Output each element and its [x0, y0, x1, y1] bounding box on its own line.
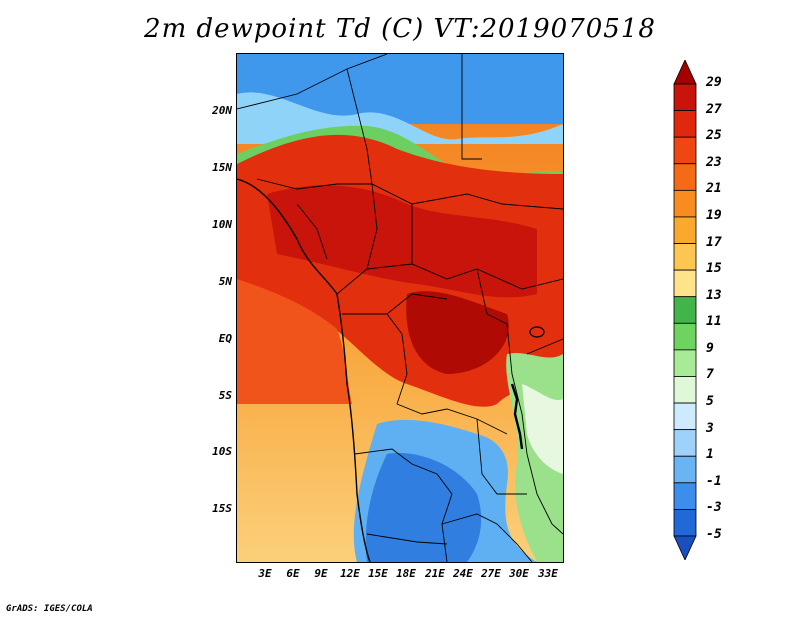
colorbar-label: 11 [706, 314, 722, 330]
lake-outline [529, 326, 545, 338]
rift-lakes [510, 383, 524, 450]
lon-label: 3E [258, 567, 272, 580]
colorbar-label: 23 [706, 154, 722, 170]
colorbar-label: 21 [706, 181, 722, 197]
lat-label: 10S [212, 445, 232, 458]
lon-label: 30E [509, 567, 529, 580]
colorbar-top-arrow [673, 60, 697, 85]
colorbar-label: 5 [706, 394, 714, 410]
colorbar-label: 27 [706, 101, 722, 117]
colorbar-box [673, 296, 697, 324]
colorbar-label: 9 [706, 340, 714, 356]
colorbar-box [673, 402, 697, 431]
lon-label: 33E [538, 567, 558, 580]
lon-label: 12E [340, 567, 360, 580]
lon-label: 27E [481, 567, 501, 580]
colorbar-box [673, 482, 697, 510]
colorbar-label: -3 [706, 500, 722, 516]
map-panel [236, 53, 564, 563]
lat-label: EQ [218, 332, 232, 345]
colorbar-box [673, 269, 697, 298]
colorbar-box [673, 243, 697, 271]
colorbar-box [673, 322, 697, 351]
lon-label: 9E [314, 567, 328, 580]
colorbar-label: 1 [706, 447, 714, 463]
lon-label: 18E [396, 567, 416, 580]
colorbar-box [673, 349, 697, 377]
colorbar-box [673, 429, 697, 457]
colorbar-label: -5 [706, 527, 722, 542]
colorbar [673, 60, 697, 560]
colorbar-bottom-arrow [673, 535, 697, 560]
colorbar-label: 29 [706, 75, 722, 90]
colorbar-label: 15 [706, 261, 722, 277]
colorbar-box [673, 455, 697, 484]
colorbar-label: 25 [706, 128, 722, 144]
lon-label: 15E [368, 567, 388, 580]
colorbar-box [673, 136, 697, 165]
lat-label: 5S [218, 389, 232, 402]
lat-label: 15S [212, 502, 232, 515]
colorbar-box [673, 83, 697, 111]
colorbar-box [673, 163, 697, 191]
colorbar-label: 17 [706, 234, 722, 250]
dewpoint-field [237, 54, 563, 562]
coastline [237, 178, 371, 562]
colorbar-box [673, 189, 697, 218]
lat-label: 10N [212, 218, 232, 231]
lat-label: 5N [218, 275, 232, 288]
lon-label: 21E [425, 567, 445, 580]
grads-credit: GrADS: IGES/COLA [6, 604, 93, 614]
colorbar-box [673, 376, 697, 404]
colorbar-label: 19 [706, 207, 722, 223]
colorbar-label: -1 [706, 473, 722, 489]
colorbar-label: 3 [706, 420, 714, 436]
lat-label: 20N [212, 104, 232, 117]
lon-label: 6E [286, 567, 300, 580]
colorbar-box [673, 216, 697, 244]
colorbar-label: 13 [706, 287, 722, 303]
colorbar-box [673, 110, 697, 138]
lon-label: 24E [453, 567, 473, 580]
lat-label: 15N [212, 161, 232, 174]
map-title: 2m dewpoint Td (C) VT:2019070518 [144, 14, 656, 44]
colorbar-label: 7 [706, 367, 714, 383]
country-borders [237, 54, 563, 562]
colorbar-box [673, 509, 697, 537]
